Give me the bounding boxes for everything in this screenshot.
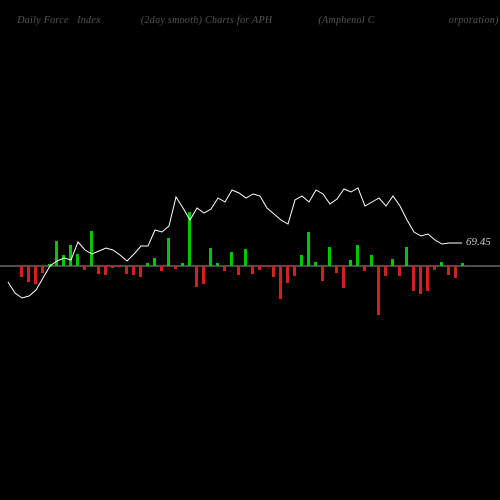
title-segment-c: (Amphenol C — [318, 15, 374, 26]
last-price-label: 69.45 — [466, 236, 491, 248]
chart-title: Daily Force Index (2day smooth) Charts fo… — [0, 4, 500, 37]
title-segment-d: orporation) MunafaSutra.com — [449, 15, 500, 26]
title-segment-b: (2day smooth) Charts for APH — [141, 15, 273, 26]
force-index-chart — [0, 0, 500, 500]
chart-container: Daily Force Index (2day smooth) Charts fo… — [0, 0, 500, 500]
title-segment-a: Daily Force Index — [11, 15, 101, 26]
